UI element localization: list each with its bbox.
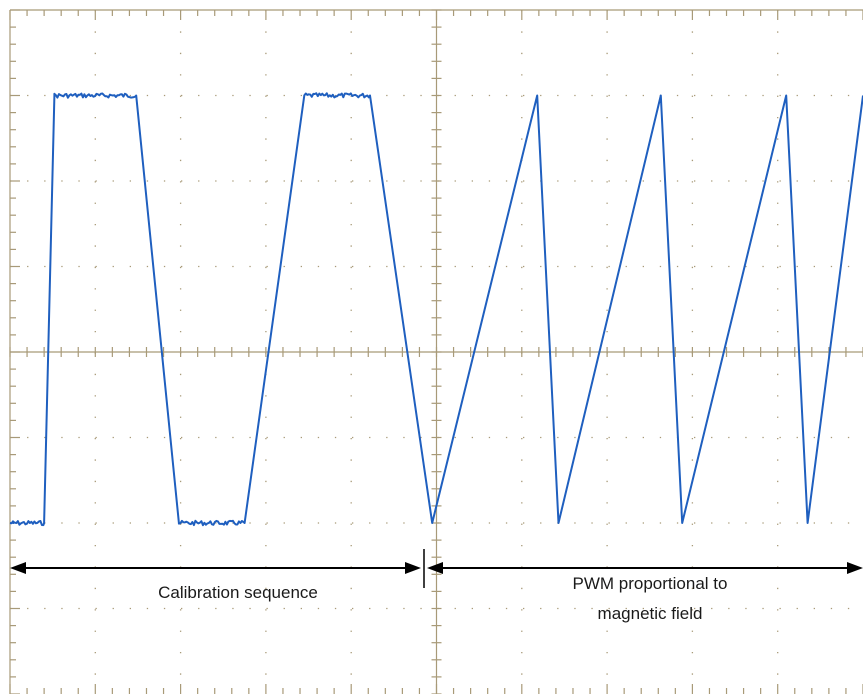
calibration-arrow-right-head [405, 562, 421, 574]
pwm-label-line1: PWM proportional to [573, 574, 728, 593]
waveform-trace [9, 92, 863, 527]
pwm-arrow-left-head [427, 562, 443, 574]
graticule [9, 9, 863, 694]
pwm-label-line2: magnetic field [598, 604, 703, 623]
pwm-arrow-right-head [847, 562, 863, 574]
calibration-label: Calibration sequence [158, 583, 318, 602]
calibration-arrow-left-head [10, 562, 26, 574]
annotations: Calibration sequence PWM proportional to… [10, 549, 863, 623]
trace-series-0 [9, 92, 863, 527]
